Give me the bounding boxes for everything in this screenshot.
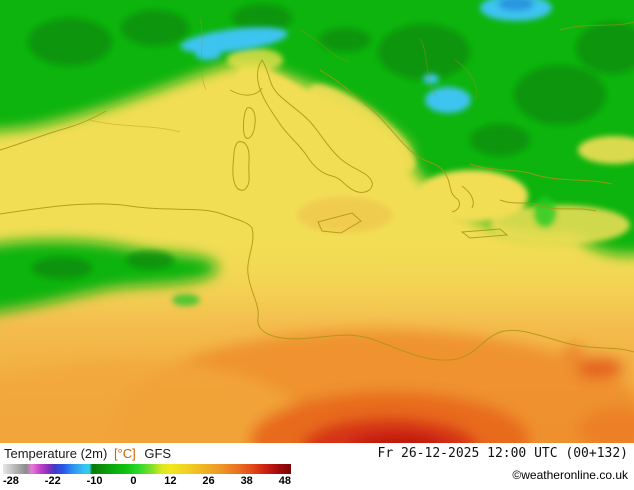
hot-south-region <box>0 330 634 443</box>
legend-label: 48 <box>278 475 291 487</box>
legend-label: -22 <box>44 475 61 487</box>
map-title: Temperature (2m) [°C] GFS <box>4 446 171 461</box>
legend-gradient-bar <box>3 464 291 474</box>
legend-label: 38 <box>240 475 253 487</box>
temperature-map-canvas <box>0 0 634 443</box>
temperature-legend: -28 -22 -10 0 12 26 38 48 <box>3 464 291 487</box>
cold-cyan-patches <box>180 0 552 113</box>
coastlines <box>0 21 634 361</box>
map-title-units: [°C] <box>113 446 136 461</box>
legend-label: 12 <box>164 475 177 487</box>
country-borders <box>89 17 478 133</box>
legend-labels: -28 -22 -10 0 12 26 38 48 <box>3 475 291 487</box>
temperature-map <box>0 0 634 443</box>
cool-green-patches <box>28 4 634 156</box>
map-title-product: Temperature (2m) <box>4 446 108 461</box>
legend-label: -28 <box>3 475 19 487</box>
copyright: ©weatheronline.co.uk <box>512 468 628 482</box>
legend-label: 26 <box>202 475 215 487</box>
atlas-green-detail <box>32 197 556 306</box>
legend-label: -10 <box>86 475 103 487</box>
legend-label: 0 <box>130 475 137 487</box>
footer: Temperature (2m) [°C] GFS Fr 26-12-2025 … <box>0 443 634 490</box>
map-datetime: Fr 26-12-2025 12:00 UTC (00+132) <box>377 446 628 461</box>
map-title-model: GFS <box>144 446 172 461</box>
